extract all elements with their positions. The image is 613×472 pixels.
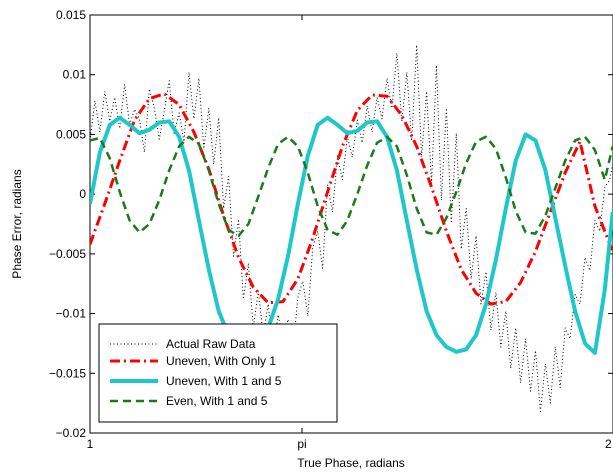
legend-label: Actual Raw Data	[166, 337, 256, 351]
y-axis-label: Phase Error, radians	[10, 169, 24, 278]
series-line-actual-raw-data	[90, 44, 613, 412]
legend-box	[98, 323, 338, 423]
x-axis-label: True Phase, radians	[297, 456, 405, 470]
y-tick-label: −0.02	[56, 426, 87, 440]
y-tick-label: −0.015	[49, 366, 86, 380]
series-line-uneven-with-1-and-5	[90, 115, 613, 355]
y-tick-label: −0.01	[56, 307, 87, 321]
legend-label: Uneven, With Only 1	[166, 354, 276, 368]
x-tick-label: 2 p	[605, 437, 613, 451]
x-tick-label: pi	[297, 437, 306, 451]
y-tick-label: 0.015	[56, 8, 86, 22]
series-line-uneven-with-only-1	[90, 92, 613, 306]
y-axis-ticks: 0.015 0.01 0.005 0 −0.005 −0.01 −0.015 −0.02	[49, 8, 613, 440]
y-tick-label: 0.005	[56, 127, 86, 141]
x-tick-label: 1	[87, 437, 94, 451]
x-axis-ticks: 1 pi 2 p	[87, 15, 613, 451]
legend: Actual Raw Data Uneven, With Only 1 Uneven…	[98, 323, 338, 423]
y-tick-label: 0	[79, 187, 86, 201]
legend-label: Uneven, With 1 and 5	[166, 374, 282, 388]
y-tick-label: −0.005	[49, 247, 86, 261]
series-layer	[90, 44, 613, 412]
y-tick-label: 0.01	[63, 68, 87, 82]
legend-label: Even, With 1 and 5	[166, 394, 268, 408]
